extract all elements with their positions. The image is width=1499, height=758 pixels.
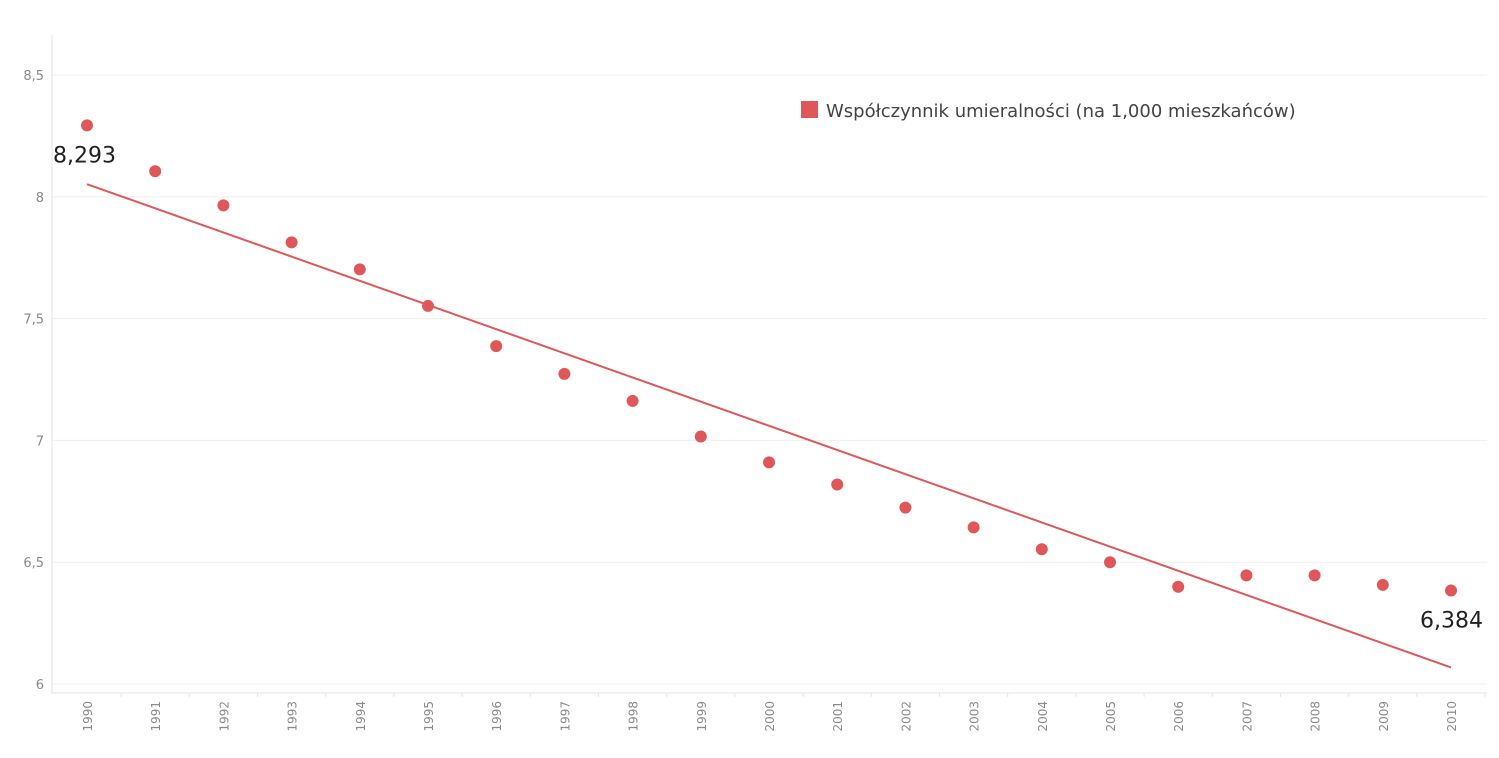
x-tick-label: 2007 [1240, 701, 1254, 732]
axes [51, 35, 1487, 697]
data-point [1308, 569, 1321, 582]
x-axis-ticks: 1990 1991 1992 1993 1994 1995 1996 1997 1998 1999… [81, 701, 1459, 732]
y-tick-label: 7 [36, 434, 44, 449]
data-point [558, 367, 571, 380]
y-tick-label: 7,5 [23, 313, 44, 328]
data-point [1376, 578, 1389, 591]
y-tick-label: 8 [36, 191, 44, 206]
data-point [1240, 569, 1253, 582]
legend: Współczynnik umieralności (na 1,000 mies… [801, 101, 1296, 122]
x-tick-label: 2003 [968, 701, 982, 732]
data-point [899, 501, 912, 514]
x-tick-label: 2006 [1172, 701, 1186, 732]
x-tick-label: 1993 [286, 701, 300, 732]
x-tick-label: 1998 [627, 701, 641, 732]
data-point [831, 478, 844, 491]
trend-line-group [86, 183, 1452, 669]
data-label: 6,384 [1420, 608, 1483, 633]
x-tick-label: 1994 [354, 701, 368, 732]
data-labels: 8,293 6,384 [53, 143, 1483, 633]
data-point [1104, 556, 1116, 569]
x-tick-label: 1992 [217, 701, 231, 732]
x-tick-label: 2008 [1309, 701, 1323, 732]
data-point [1172, 580, 1185, 593]
data-point [353, 263, 366, 276]
data-point [490, 340, 503, 353]
y-tick-label: 6 [36, 678, 44, 693]
y-tick-label: 8,5 [23, 69, 44, 84]
x-tick-label: 2002 [899, 701, 913, 732]
x-tick-label: 2010 [1445, 701, 1459, 732]
trend-line [86, 183, 1452, 669]
y-tick-label: 6,5 [23, 556, 44, 571]
data-point [763, 456, 775, 469]
data-point [626, 394, 639, 407]
x-tick-label: 1999 [695, 701, 709, 732]
legend-swatch [801, 101, 818, 118]
data-point [967, 521, 980, 534]
x-tick-label: 1990 [81, 701, 95, 732]
x-tick-label: 1991 [149, 701, 163, 732]
data-point [422, 299, 434, 312]
data-point [217, 199, 230, 212]
data-point [149, 165, 162, 178]
x-tick-label: 2000 [763, 701, 777, 732]
data-point [1035, 543, 1048, 556]
x-tick-label: 2004 [1036, 701, 1050, 732]
grid-lines [52, 74, 1487, 685]
x-tick-label: 1997 [558, 701, 572, 732]
x-tick-label: 1995 [422, 701, 436, 732]
data-point [81, 119, 93, 132]
data-points [81, 119, 1457, 597]
legend-label: Współczynnik umieralności (na 1,000 mies… [826, 101, 1296, 122]
data-point [694, 430, 707, 443]
x-tick-label: 2001 [831, 701, 845, 732]
x-tick-label: 2005 [1104, 701, 1118, 732]
data-point [1445, 584, 1457, 597]
y-axis-ticks: 6 6,5 7 7,5 8 8,5 [23, 69, 44, 693]
x-tick-label: 1996 [490, 701, 504, 732]
x-tick-label: 2009 [1377, 701, 1391, 732]
data-point [285, 236, 298, 249]
data-label: 8,293 [53, 143, 116, 168]
